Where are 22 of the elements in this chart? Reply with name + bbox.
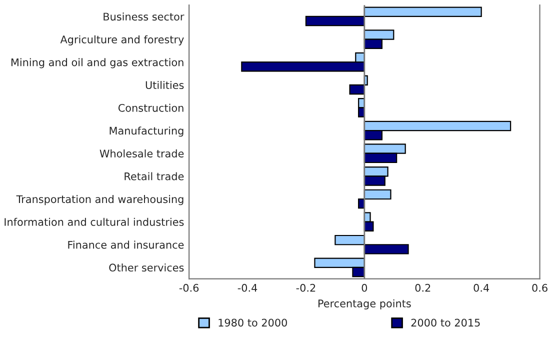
x-tick-label: -0.2 [296,284,316,292]
y-tick-label: Wholesale trade [100,149,184,158]
y-tick-label: Utilities [146,80,184,90]
x-tick-label: 0.4 [474,284,490,292]
y-tick-label: Information and cultural industries [4,218,184,226]
y-tick-label: Mining and oil and gas extraction [11,58,184,68]
x-axis-title: Percentage points [318,299,411,310]
y-tick-label: Transportation and warehousing [16,195,184,206]
y-tick-label: Construction [118,104,184,112]
x-tick-label: 0 [362,284,368,292]
y-tick-label: Retail trade [124,172,184,180]
x-tick-label: -0.4 [238,284,258,292]
y-tick-label: Finance and insurance [68,240,184,249]
x-tick-label: -0.6 [179,284,199,292]
y-tick-label: Other services [109,263,184,272]
legend-label: 2000 to 2015 [411,318,480,327]
y-tick-label: Business sector [104,12,184,21]
y-tick-label: Manufacturing [110,126,184,137]
x-tick-label: 0.2 [415,284,430,292]
y-tick-label: Agriculture and forestry [60,35,184,46]
x-tick-label: 0.6 [532,284,548,292]
legend-label: 1980 to 2000 [218,318,287,327]
